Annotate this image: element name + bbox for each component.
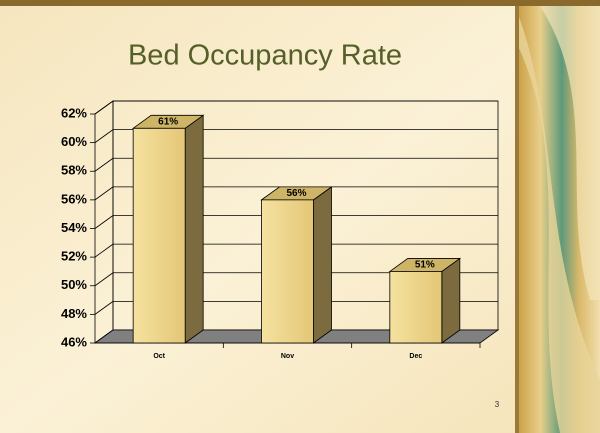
- y-tick-label: 54%: [61, 220, 87, 235]
- x-tick-label: Oct: [153, 353, 165, 360]
- bar-side: [185, 115, 203, 343]
- data-label: 56%: [286, 188, 306, 199]
- y-tick-label: 56%: [61, 191, 87, 206]
- bar: [133, 128, 185, 343]
- bar: [262, 200, 314, 343]
- data-label: 61%: [158, 116, 178, 127]
- bar: [390, 271, 442, 343]
- decor-edge: [515, 6, 519, 433]
- y-tick-label: 50%: [61, 277, 87, 292]
- y-tick-label: 46%: [61, 334, 87, 349]
- bar-side: [314, 187, 332, 343]
- y-tick-label: 60%: [61, 134, 87, 149]
- y-tick-label: 52%: [61, 249, 87, 264]
- top-border: [0, 0, 600, 6]
- x-tick-label: Nov: [281, 353, 294, 360]
- data-label: 51%: [415, 260, 435, 271]
- y-tick-label: 62%: [61, 105, 87, 120]
- slide: Bed Occupancy Rate 3 46% 48% 50% 52% 54% 56% 5…: [0, 0, 600, 433]
- bar-side: [442, 258, 460, 343]
- y-tick-label: 58%: [61, 163, 87, 178]
- page-number: 3: [495, 400, 500, 409]
- x-tick-label: Dec: [409, 353, 422, 360]
- chart-title: Bed Occupancy Rate: [128, 40, 402, 72]
- y-tick-label: 48%: [61, 306, 87, 321]
